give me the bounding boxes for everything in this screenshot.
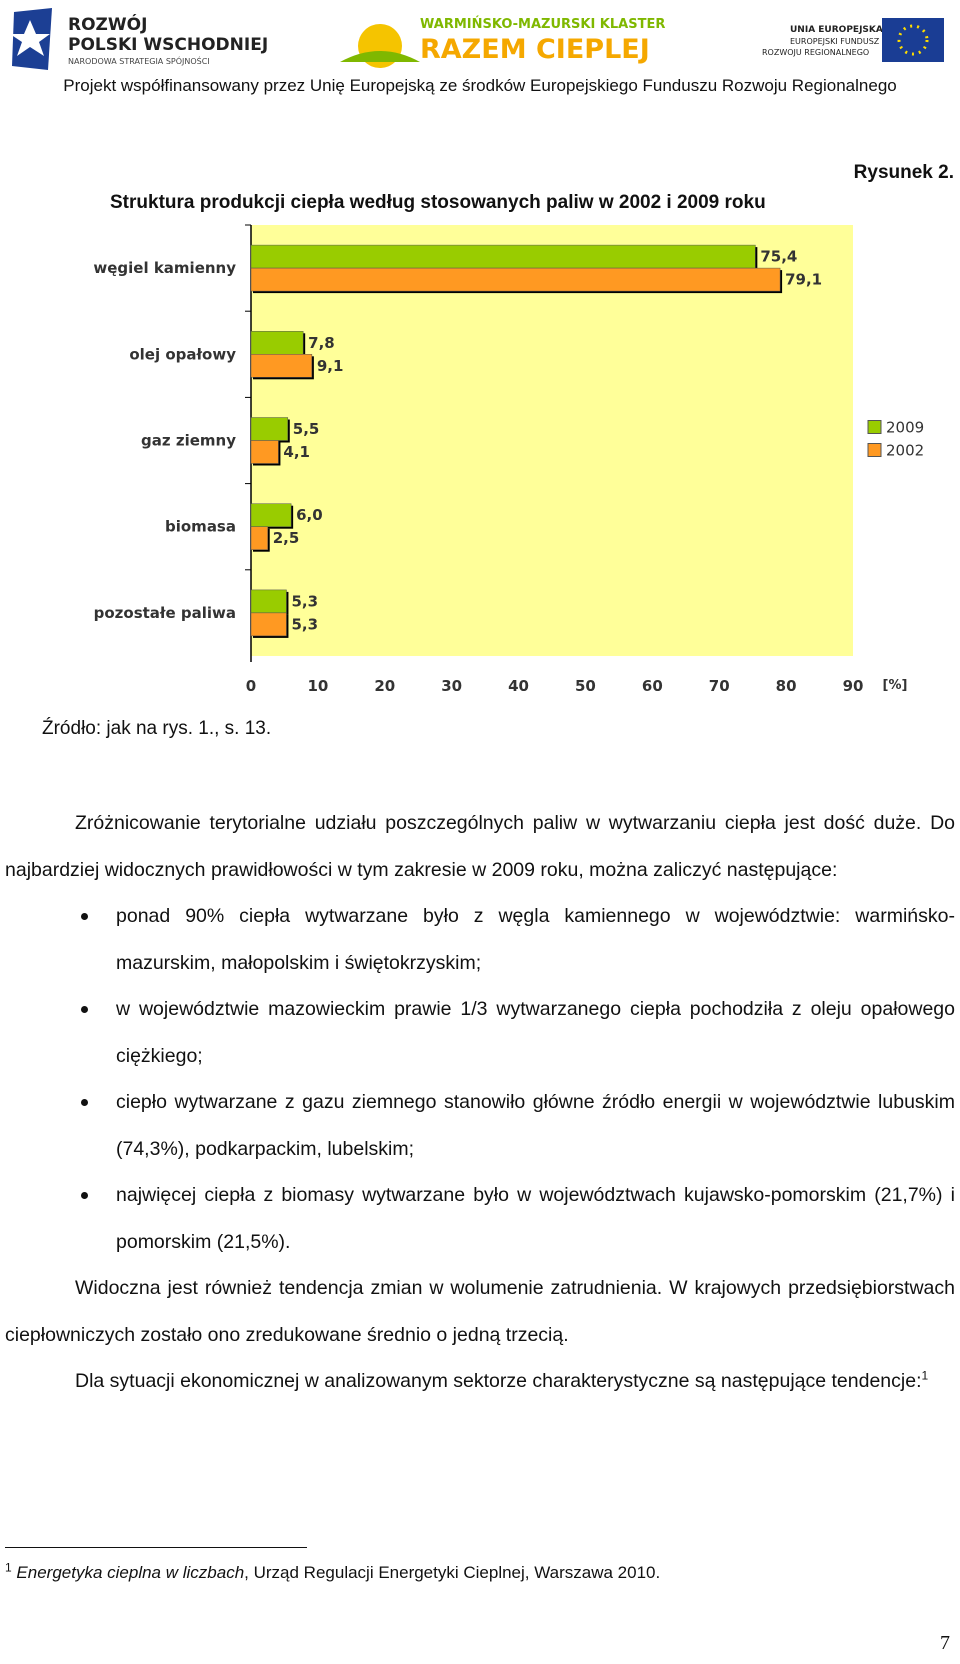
bar bbox=[250, 267, 781, 292]
bullet-list: ponad 90% ciepła wytwarzane było z węgla… bbox=[5, 893, 955, 1265]
footnote-rule bbox=[5, 1547, 307, 1548]
x-tick-label: 80 bbox=[776, 677, 797, 695]
logo-text: NARODOWA STRATEGIA SPÓJNOŚCI bbox=[68, 55, 210, 66]
bullet: najwięcej ciepła z biomasy wytwarzane by… bbox=[5, 1172, 955, 1265]
legend-label: 2009 bbox=[886, 419, 924, 437]
value-label: 6,0 bbox=[296, 506, 323, 524]
value-label: 5,3 bbox=[291, 592, 318, 610]
value-label: 4,1 bbox=[283, 443, 310, 461]
bar bbox=[250, 244, 756, 269]
footnote-marker: 1 bbox=[5, 1560, 12, 1575]
bar bbox=[250, 331, 304, 355]
page-number: 7 bbox=[940, 1632, 950, 1654]
footnote-title: Energetyka cieplna w liczbach bbox=[16, 1563, 245, 1582]
x-tick-label: 40 bbox=[508, 677, 529, 695]
header-logos: ROZWÓJ POLSKI WSCHODNIEJ NARODOWA STRATE… bbox=[10, 8, 944, 70]
category-label: węgiel kamienny bbox=[93, 259, 236, 277]
bar bbox=[250, 503, 292, 527]
plot-area bbox=[251, 225, 853, 656]
logo-text: ROZWÓJ bbox=[68, 13, 147, 35]
logo-text: POLSKI WSCHODNIEJ bbox=[68, 35, 268, 55]
value-label: 7,8 bbox=[308, 334, 335, 352]
category-label: olej opałowy bbox=[129, 345, 236, 363]
paragraph: Dla sytuacji ekonomicznej w analizowanym… bbox=[5, 1358, 955, 1405]
category-label: biomasa bbox=[165, 518, 236, 536]
body-text: Zróżnicowanie terytorialne udziału poszc… bbox=[5, 800, 955, 1405]
bar bbox=[250, 354, 313, 378]
logo-text: ROZWOJU REGIONALNEGO bbox=[762, 48, 869, 57]
chart-title: Struktura produkcji ciepła według stosow… bbox=[110, 192, 766, 213]
value-label: 9,1 bbox=[317, 357, 344, 375]
source: Źródło: jak na rys. 1., s. 13. bbox=[42, 718, 272, 739]
value-label: 5,3 bbox=[291, 615, 318, 633]
bullet: w województwie mazowieckim prawie 1/3 wy… bbox=[5, 986, 955, 1079]
paragraph: Widoczna jest również tendencja zmian w … bbox=[5, 1277, 955, 1346]
x-tick-label: 20 bbox=[374, 677, 395, 695]
paragraph-text: Dla sytuacji ekonomicznej w analizowanym… bbox=[75, 1370, 922, 1392]
legend-swatch bbox=[867, 443, 882, 457]
value-label: 5,5 bbox=[293, 420, 320, 438]
bar bbox=[250, 526, 268, 550]
legend-swatch bbox=[867, 420, 882, 434]
bullet: ponad 90% ciepła wytwarzane było z węgla… bbox=[5, 893, 955, 986]
x-tick-label: 60 bbox=[642, 677, 663, 695]
logo-star bbox=[10, 20, 50, 56]
eu-stars bbox=[897, 24, 929, 56]
footnote-ref: 1 bbox=[921, 1368, 929, 1383]
chart: 0 10 20 30 40 50 60 70 80 90 [%] węgiel kamienny ole… bbox=[93, 224, 924, 695]
logo-text: RAZEM CIEPLEJ bbox=[420, 34, 650, 65]
x-axis-label: [%] bbox=[883, 678, 908, 693]
category-label: pozostałe paliwa bbox=[94, 604, 236, 622]
paragraph: Zróżnicowanie terytorialne udziału poszc… bbox=[5, 812, 955, 881]
figure-label: Rysunek 2. bbox=[853, 162, 954, 183]
header-line: Projekt współfinansowany przez Unię Euro… bbox=[63, 76, 897, 95]
bar bbox=[250, 612, 287, 637]
category-label: gaz ziemny bbox=[141, 432, 236, 450]
x-tick-label: 10 bbox=[307, 677, 328, 695]
x-tick-label: 50 bbox=[575, 677, 596, 695]
x-tick-label: 90 bbox=[843, 677, 864, 695]
value-label: 79,1 bbox=[785, 271, 822, 289]
legend-label: 2002 bbox=[886, 442, 924, 460]
bar bbox=[250, 589, 287, 614]
value-label: 2,5 bbox=[273, 529, 300, 547]
logo-text: UNIA EUROPEJSKA bbox=[790, 25, 883, 35]
logo-text: EUROPEJSKI FUNDUSZ bbox=[790, 37, 880, 46]
footnote: 1 Energetyka cieplna w liczbach, Urząd R… bbox=[5, 1560, 661, 1583]
x-tick-label: 30 bbox=[441, 677, 462, 695]
value-label: 75,4 bbox=[760, 248, 797, 266]
bar bbox=[250, 440, 279, 464]
bullet: ciepło wytwarzane z gazu ziemnego stanow… bbox=[5, 1079, 955, 1172]
sun-logo bbox=[340, 51, 420, 62]
x-tick-label: 0 bbox=[246, 677, 256, 695]
bar bbox=[250, 417, 289, 441]
logo-text: WARMIŃSKO-MAZURSKI KLASTER bbox=[420, 16, 665, 32]
x-tick-label: 70 bbox=[709, 677, 730, 695]
footnote-text: , Urząd Regulacji Energetyki Cieplnej, W… bbox=[244, 1563, 661, 1582]
